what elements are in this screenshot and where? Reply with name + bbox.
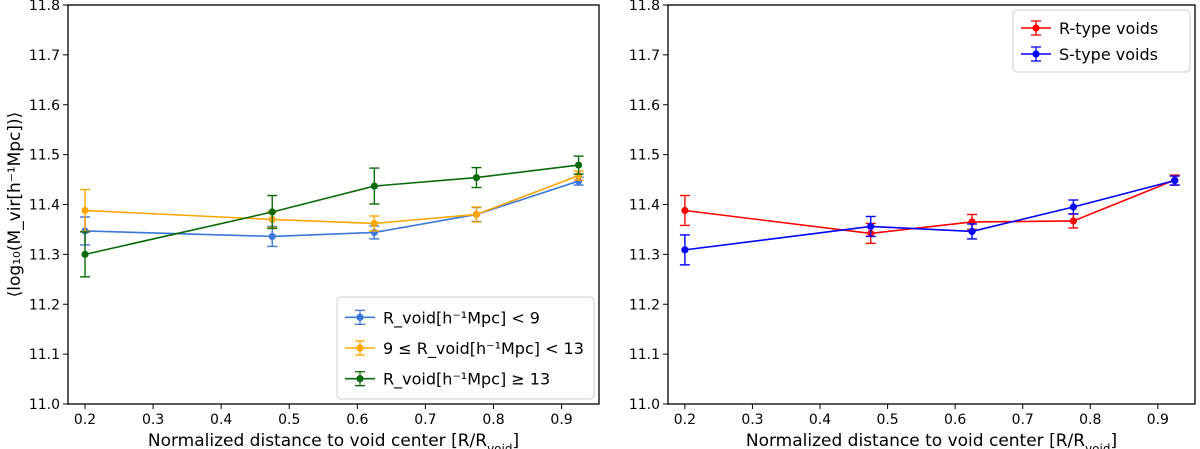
y-tick-label: 11.0 <box>629 397 660 413</box>
legend: R-type voids S-type voids <box>1012 9 1191 73</box>
legend-label: R_void[h⁻¹Mpc] < 9 <box>383 308 540 328</box>
legend-box <box>336 296 595 400</box>
x-axis-label-main: Normalized distance to void center [R/R <box>148 431 487 449</box>
data-point <box>472 173 481 182</box>
x-tick-label: 0.5 <box>278 412 300 428</box>
x-tick-label: 0.7 <box>1012 412 1034 428</box>
left-panel: 0.2 0.3 0.4 0.5 0.6 0.7 0.8 0.9 11.0 11.1 11.2 11.3… <box>5 0 600 449</box>
series-1 <box>679 175 1180 266</box>
x-axis-label-subscript: void <box>487 442 512 449</box>
data-point <box>681 206 689 215</box>
data-point <box>81 250 89 258</box>
y-tick-label: 11.1 <box>29 347 60 363</box>
x-axis-label-main: Normalized distance to void center [R/R <box>746 431 1085 449</box>
series-0 <box>80 176 584 248</box>
legend-label: R_void[h⁻¹Mpc] ≥ 13 <box>383 370 550 390</box>
data-point <box>81 206 89 215</box>
legend-item: R_void[h⁻¹Mpc] ≥ 13 <box>345 370 550 390</box>
data-point <box>867 222 875 231</box>
y-tick-label: 11.5 <box>29 148 60 164</box>
x-tick-label: 0.2 <box>674 412 696 428</box>
x-axis-label-tail: ] <box>512 431 519 449</box>
data-point <box>968 227 976 236</box>
data-point <box>268 208 276 216</box>
legend-swatch-marker <box>356 344 364 352</box>
x-tick-label: 0.8 <box>1079 412 1101 428</box>
y-tick-label: 11.5 <box>629 148 660 164</box>
series-line <box>84 180 579 238</box>
legend-swatch-marker <box>1032 24 1040 32</box>
series-1 <box>80 170 584 233</box>
legend-label: 9 ≤ R_void[h⁻¹Mpc] < 13 <box>383 339 584 359</box>
x-tick-label: 0.6 <box>944 412 966 428</box>
legend-item: R_void[h⁻¹Mpc] < 9 <box>345 308 540 328</box>
data-point <box>1069 217 1077 225</box>
y-tick-label: 11.7 <box>29 48 60 64</box>
x-tick-label: 0.4 <box>809 412 831 428</box>
series-line <box>684 179 1176 235</box>
legend-swatch-marker <box>356 375 364 383</box>
series-line <box>684 179 1175 251</box>
legend: R_void[h⁻¹Mpc] < 9 9 ≤ R_void[h⁻¹Mpc] < 1… <box>336 296 595 400</box>
legend-swatch-marker <box>356 313 364 321</box>
data-point <box>574 177 583 185</box>
x-axis-label-subscript: void <box>1085 442 1110 449</box>
y-tick-label: 11.1 <box>629 347 660 363</box>
x-tick-label: 0.2 <box>74 412 96 428</box>
data-point <box>370 182 378 190</box>
x-axis-label-tail: ] <box>1110 431 1117 449</box>
y-tick-label: 11.6 <box>629 98 660 114</box>
x-tick-label: 0.8 <box>482 412 504 428</box>
x-tick-label: 0.6 <box>346 412 368 428</box>
legend-item: R-type voids <box>1021 19 1158 38</box>
legend-label: R-type voids <box>1059 19 1158 38</box>
x-tick-label: 0.3 <box>741 412 763 428</box>
y-tick-label: 11.8 <box>29 0 60 14</box>
series-2 <box>80 155 584 278</box>
y-tick-label: 11.4 <box>29 198 60 214</box>
y-tick-label: 11.0 <box>29 397 60 413</box>
legend-item: 9 ≤ R_void[h⁻¹Mpc] < 13 <box>345 339 584 359</box>
data-point <box>370 219 378 228</box>
data-point <box>472 210 481 219</box>
x-axis-label: Normalized distance to void center [R/Rv… <box>746 431 1117 449</box>
x-tick-label: 0.3 <box>142 412 164 428</box>
y-tick-label: 11.6 <box>29 98 60 114</box>
data-point <box>1069 203 1077 211</box>
data-point <box>574 161 583 169</box>
legend-swatch-marker <box>1032 50 1040 58</box>
y-tick-label: 11.7 <box>629 48 660 64</box>
data-point <box>681 246 689 254</box>
x-tick-label: 0.9 <box>1147 412 1169 428</box>
x-axis-label: Normalized distance to void center [R/Rv… <box>148 431 519 449</box>
data-point <box>268 232 276 241</box>
right-panel: 0.2 0.3 0.4 0.5 0.6 0.7 0.8 0.9 11.0 11.1 11.2 11.3… <box>629 0 1196 449</box>
x-tick-label: 0.5 <box>876 412 898 428</box>
series-line <box>84 164 579 256</box>
y-tick-label: 11.3 <box>29 247 60 263</box>
x-tick-label: 0.4 <box>210 412 232 428</box>
legend-item: S-type voids <box>1021 45 1158 64</box>
y-tick-label: 11.2 <box>29 297 60 313</box>
x-tick-label: 0.7 <box>414 412 436 428</box>
series-0 <box>679 174 1180 245</box>
x-tick-label: 0.9 <box>550 412 572 428</box>
y-tick-label: 11.2 <box>629 297 660 313</box>
legend-label: S-type voids <box>1059 45 1158 64</box>
y-tick-label: 11.3 <box>629 247 660 263</box>
data-point <box>1171 176 1179 185</box>
series-line <box>84 174 579 225</box>
legend-box <box>1012 9 1191 73</box>
y-tick-label: 11.4 <box>629 198 660 214</box>
y-tick-label: 11.8 <box>629 0 660 14</box>
y-axis-label: ⟨log₁₀(M_vir[h⁻¹Mpc])⟩ <box>5 112 25 298</box>
